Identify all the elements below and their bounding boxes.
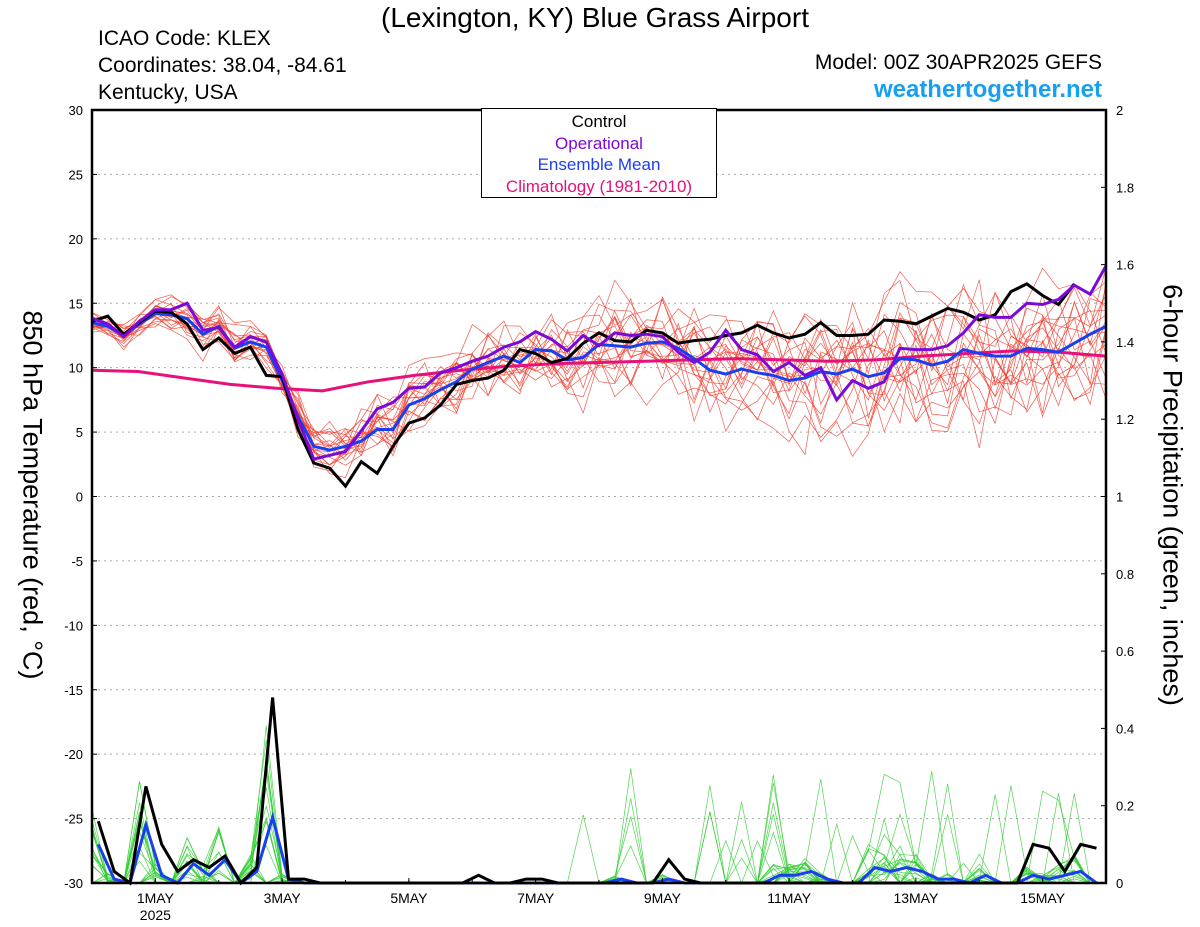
y-tick-label: 30 xyxy=(69,103,83,118)
y-tick-label: 0 xyxy=(76,490,83,505)
x-tick-label: 3MAY xyxy=(264,890,302,906)
y2-tick-label: 0.6 xyxy=(1116,644,1134,659)
y2-tick-label: 0 xyxy=(1116,876,1123,891)
y-tick-label: -5 xyxy=(71,554,83,569)
legend-control: Control xyxy=(571,112,627,131)
temp-member-line xyxy=(91,279,1107,466)
chart-title: (Lexington, KY) Blue Grass Airport xyxy=(381,2,809,33)
y2-tick-label: 0.2 xyxy=(1116,799,1134,814)
location: Kentucky, USA xyxy=(98,81,238,104)
x-tick-sublabel: 2025 xyxy=(140,907,171,923)
temp-member-line xyxy=(91,299,1107,457)
temp-member-line xyxy=(91,306,1107,456)
axis-ticks: 302520151050-5-10-15-20-25-3021.81.61.41… xyxy=(64,103,1134,923)
temp-member-line xyxy=(91,287,1107,450)
y-tick-label: 25 xyxy=(69,167,83,182)
operational-temp-line xyxy=(91,265,1108,461)
temp-member-line xyxy=(91,294,1107,457)
control-temp-line xyxy=(91,282,1076,489)
y-tick-label: 5 xyxy=(76,425,83,440)
x-tick-label: 13MAY xyxy=(893,890,939,906)
temp-member-line xyxy=(91,301,1107,461)
x-tick-label: 11MAY xyxy=(767,890,811,906)
precip-member-line xyxy=(92,782,1091,884)
temp-member-line xyxy=(91,296,1107,457)
y-axis-label-left: 850 hPa Temperature (red, °C) xyxy=(17,310,48,680)
coordinates: Coordinates: 38.04, -84.61 xyxy=(98,54,347,77)
precip-member-line xyxy=(92,783,1091,884)
plot-frame xyxy=(90,108,1108,885)
y2-tick-label: 1.2 xyxy=(1116,412,1134,427)
y2-tick-label: 1 xyxy=(1116,490,1123,505)
precip-member-line xyxy=(91,793,1091,884)
y-tick-label: -20 xyxy=(64,747,83,762)
y2-tick-label: 0.8 xyxy=(1116,567,1134,582)
y2-tick-label: 1.6 xyxy=(1116,258,1134,273)
y-tick-label: -30 xyxy=(64,876,83,891)
precip-ensemble-members xyxy=(91,725,1091,884)
temp-member-line xyxy=(91,281,1107,448)
x-tick-label: 1MAY xyxy=(137,890,175,906)
legend-operational: Operational xyxy=(555,133,643,153)
y-tick-label: -10 xyxy=(64,618,83,633)
x-tick-label: 7MAY xyxy=(517,890,555,906)
precip-member-line xyxy=(91,759,1091,884)
legend-ensemble-mean: Ensemble Mean xyxy=(537,155,661,174)
legend-climatology: Climatology (1981-2010) xyxy=(505,176,693,196)
model-run: Model: 00Z 30APR2025 GEFS xyxy=(814,51,1102,74)
temp-member-line xyxy=(91,267,1107,452)
y-tick-label: 15 xyxy=(69,296,83,311)
y2-tick-label: 1.4 xyxy=(1116,335,1134,350)
y-tick-label: -15 xyxy=(64,683,83,698)
temp-ensemble-members xyxy=(91,267,1107,479)
precip-member-line xyxy=(91,725,1091,884)
y2-tick-label: 0.4 xyxy=(1116,721,1134,736)
x-tick-label: 5MAY xyxy=(390,890,428,906)
temp-member-line xyxy=(91,290,1107,458)
precip-member-line xyxy=(91,739,1091,884)
precip-member-line xyxy=(91,793,1091,884)
y-tick-label: 10 xyxy=(69,361,83,376)
website-link[interactable]: weathertogether.net xyxy=(873,76,1102,103)
legend: Control Operational Ensemble Mean Climat… xyxy=(481,108,717,198)
y-tick-label: -25 xyxy=(64,812,83,827)
plot-border xyxy=(90,108,1108,885)
temp-member-line xyxy=(91,293,1107,465)
climatology-line xyxy=(91,349,1107,393)
icao-code: ICAO Code: KLEX xyxy=(98,27,271,50)
y-axis-label-right: 6-hour Precipitation (green, inches) xyxy=(1157,284,1188,706)
x-tick-label: 9MAY xyxy=(644,890,682,906)
y2-tick-label: 2 xyxy=(1116,103,1123,118)
y2-tick-label: 1.8 xyxy=(1116,180,1134,195)
gridlines xyxy=(92,109,1106,884)
y-tick-label: 20 xyxy=(69,232,83,247)
temp-member-line xyxy=(91,305,1107,453)
x-tick-label: 15MAY xyxy=(1020,890,1066,906)
